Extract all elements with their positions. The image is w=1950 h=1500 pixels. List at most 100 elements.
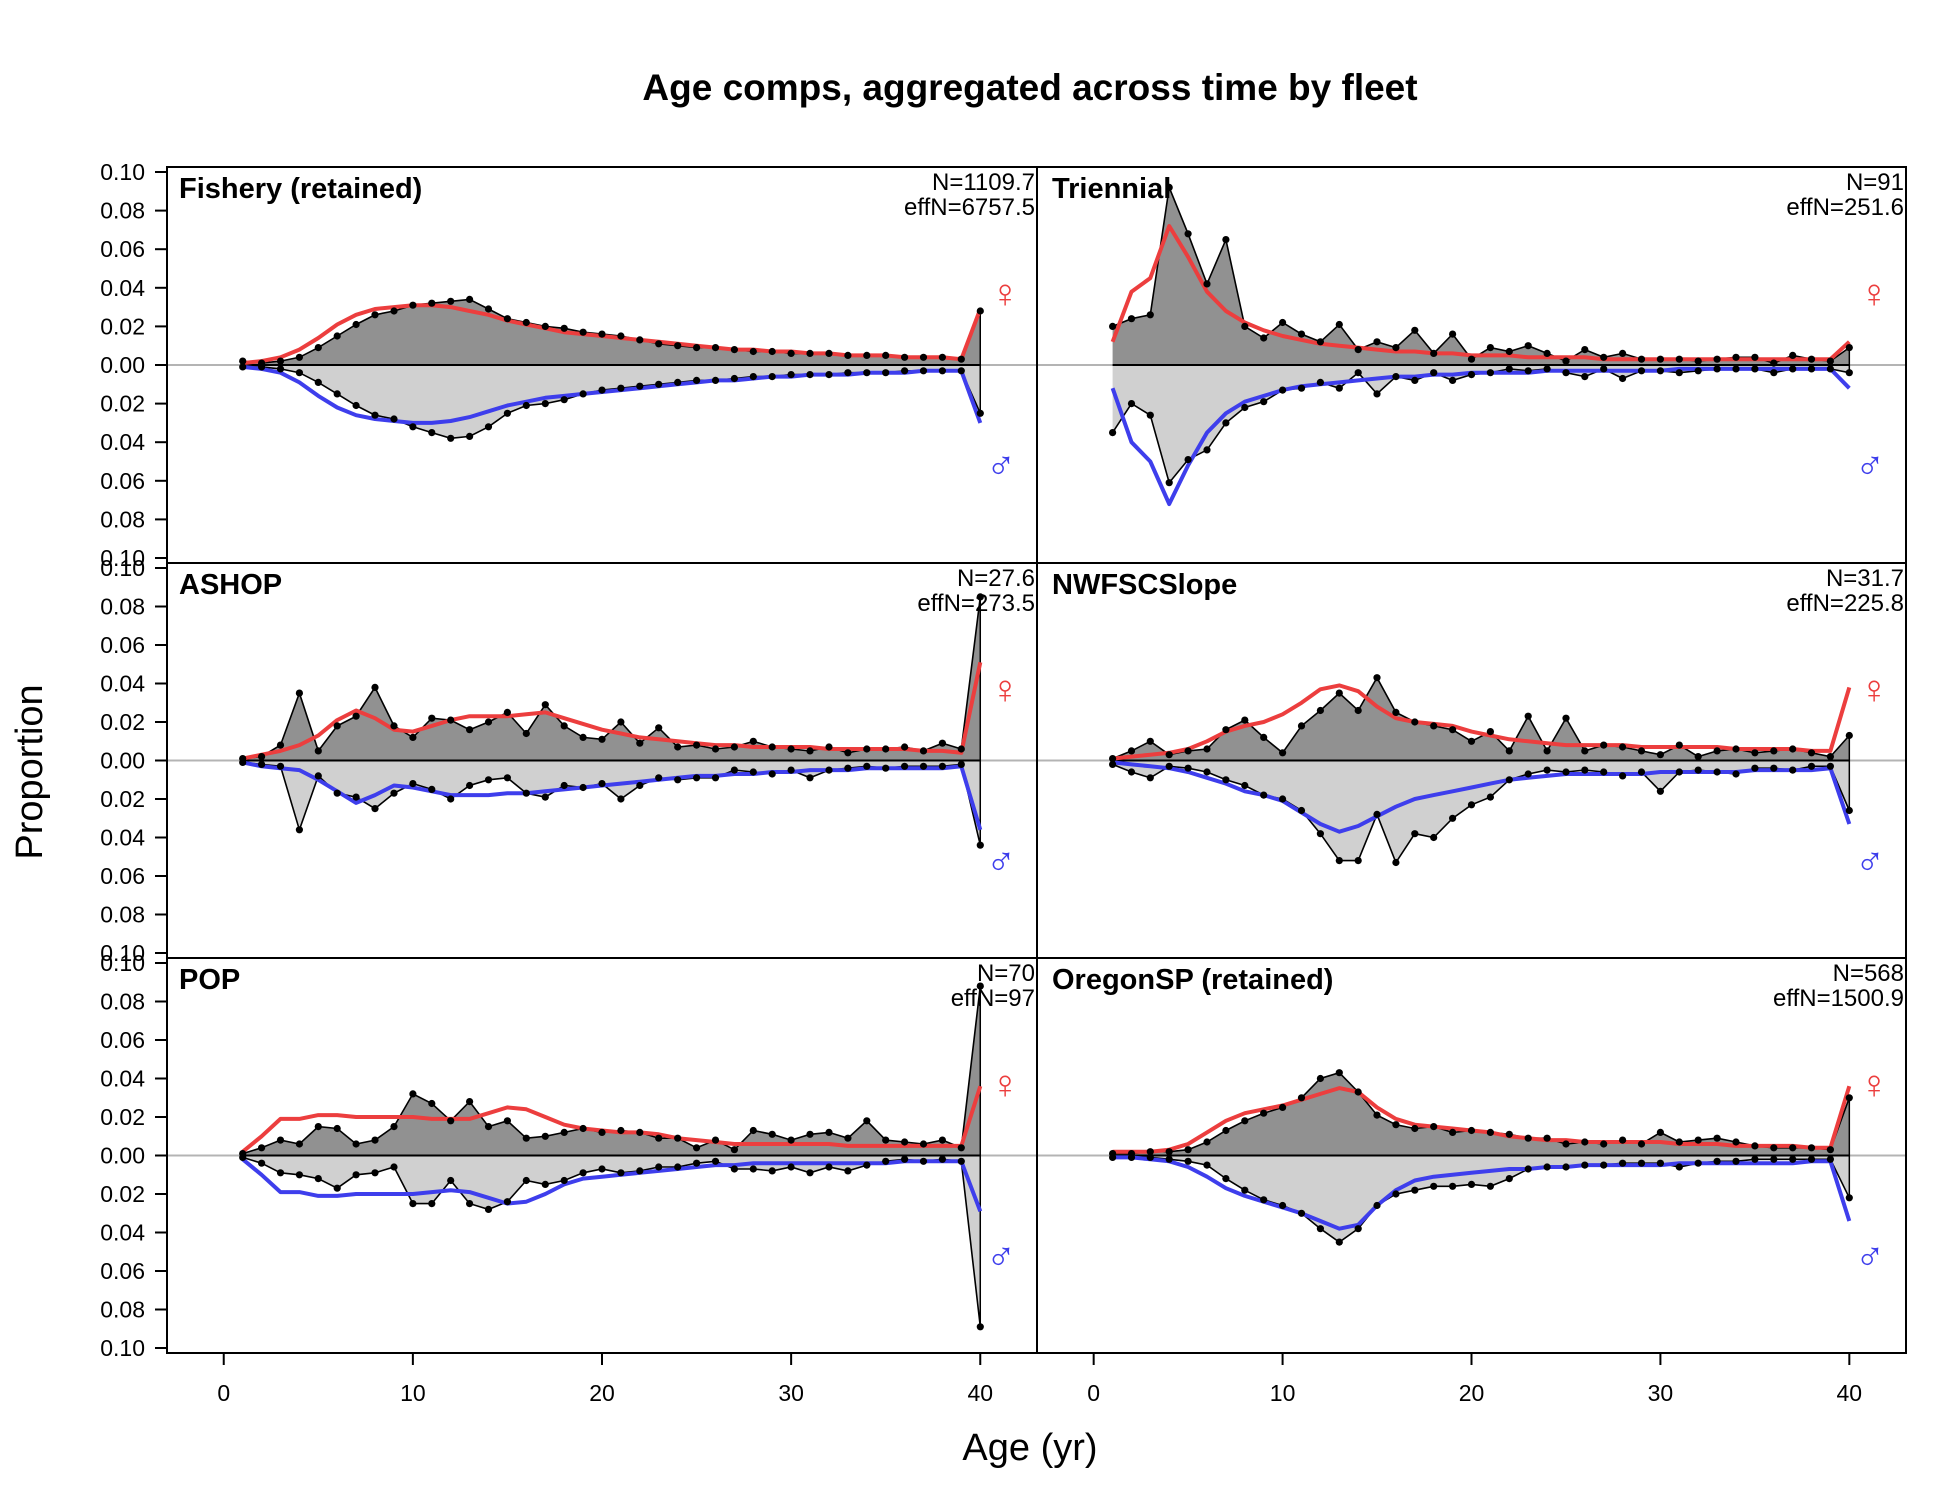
- female-observed-point: [1411, 326, 1419, 334]
- female-observed-point: [276, 741, 285, 749]
- male-observed-point: [674, 776, 682, 784]
- male-observed-point: [636, 781, 644, 790]
- female-observed-point: [1335, 320, 1343, 329]
- female-observed-point: [863, 1117, 871, 1125]
- male-observed-point: [1241, 403, 1249, 412]
- female-observed-point: [901, 1138, 909, 1146]
- male-observed-point: [1449, 376, 1457, 384]
- female-observed-point: [1241, 1117, 1249, 1125]
- y-tick-label: 0.10: [100, 950, 145, 976]
- male-observed-point: [1222, 776, 1230, 784]
- effective-n-label: effN=1500.9: [1773, 985, 1904, 1012]
- male-observed-point: [1826, 365, 1834, 373]
- male-observed-point: [1411, 376, 1419, 384]
- female-observed-point: [1732, 1138, 1740, 1146]
- male-observed-point: [1543, 365, 1551, 373]
- male-observed-point: [1751, 365, 1759, 373]
- x-tick-label: 20: [1459, 1380, 1485, 1406]
- female-observed-point: [655, 340, 663, 348]
- female-observed-area: [242, 986, 981, 1156]
- female-observed-point: [541, 1132, 549, 1140]
- male-observed-point: [428, 785, 436, 794]
- male-observed-point: [1524, 1165, 1532, 1173]
- panel-title: POP: [179, 964, 240, 996]
- male-observed-point: [466, 781, 474, 790]
- male-observed-point: [239, 1153, 247, 1161]
- male-observed-point: [976, 409, 984, 417]
- male-observed-point: [1807, 1155, 1816, 1163]
- female-observed-point: [1637, 355, 1646, 363]
- male-observed-point: [1675, 1163, 1683, 1171]
- male-observed-point: [1675, 369, 1683, 377]
- y-tick-label: 0.06: [100, 468, 145, 494]
- female-observed-point: [1260, 334, 1268, 342]
- y-tick-label: 0.04: [100, 1066, 145, 1092]
- female-observed-point: [1411, 1124, 1419, 1133]
- female-observed-point: [1146, 311, 1154, 319]
- female-observed-point: [1581, 1138, 1589, 1146]
- male-observed-point: [1505, 365, 1513, 373]
- male-observed-point: [447, 1176, 455, 1185]
- female-observed-point: [428, 714, 436, 722]
- effective-n-label: effN=97: [951, 985, 1035, 1012]
- female-expected-line: [1110, 224, 1851, 362]
- male-observed-point: [938, 367, 947, 375]
- male-symbol-icon: ♂: [986, 840, 1016, 884]
- female-observed-point: [919, 747, 928, 755]
- female-observed-point: [957, 745, 965, 753]
- female-observed-point: [806, 349, 814, 357]
- y-tick-label: 0.04: [100, 275, 145, 301]
- male-observed-point: [1656, 1159, 1664, 1167]
- male-observed-point: [295, 1171, 303, 1179]
- y-tick-label: 0.08: [100, 198, 145, 224]
- male-observed-point: [560, 781, 568, 790]
- female-observed-point: [1146, 737, 1154, 745]
- female-expected-line: [1112, 683, 1852, 761]
- female-observed-point: [1222, 1126, 1230, 1135]
- female-observed-point: [1524, 342, 1532, 350]
- male-observed-point: [1845, 806, 1853, 815]
- male-observed-point: [1619, 772, 1627, 780]
- male-observed-point: [314, 378, 322, 386]
- male-observed-point: [258, 760, 266, 769]
- y-tick-label: 0.08: [100, 1297, 145, 1323]
- male-observed-point: [1505, 776, 1513, 784]
- male-observed-point: [1430, 833, 1438, 842]
- female-observed-point: [1637, 1140, 1646, 1148]
- male-observed-point: [447, 795, 455, 803]
- female-expected-line: [1112, 1085, 1852, 1154]
- male-observed-point: [541, 400, 549, 408]
- female-observed-point: [598, 735, 606, 743]
- male-expected-line: [242, 364, 983, 425]
- female-observed-point: [1373, 674, 1381, 682]
- female-observed-point: [447, 1117, 455, 1125]
- male-observed-point: [409, 780, 417, 788]
- male-observed-point: [1127, 768, 1136, 776]
- male-observed-point: [522, 789, 530, 797]
- male-observed-point: [1373, 390, 1381, 398]
- male-observed-point: [1486, 369, 1494, 377]
- female-observed-point: [1222, 236, 1230, 244]
- male-observed-point: [1562, 1163, 1570, 1171]
- male-observed-point: [1826, 762, 1834, 770]
- male-observed-point: [1581, 373, 1589, 381]
- y-tick-label: 0.04: [100, 825, 145, 851]
- male-observed-point: [1713, 1157, 1721, 1165]
- female-observed-point: [579, 328, 587, 336]
- female-observed-point: [749, 347, 757, 356]
- female-observed-point: [1146, 1148, 1154, 1156]
- female-observed-point: [730, 743, 739, 751]
- male-observed-point: [1449, 1182, 1457, 1190]
- male-observed-area: [242, 760, 981, 846]
- panel-title: Fishery (retained): [179, 173, 422, 205]
- male-observed-point: [1619, 1159, 1627, 1167]
- male-observed-point: [1524, 367, 1532, 375]
- female-observed-point: [1222, 726, 1230, 734]
- female-observed-point: [1373, 1111, 1381, 1119]
- male-observed-point: [1279, 795, 1287, 803]
- male-observed-point: [1411, 1186, 1419, 1194]
- male-observed-point: [863, 369, 871, 377]
- female-observed-point: [1807, 749, 1816, 757]
- male-observed-point: [825, 1163, 833, 1171]
